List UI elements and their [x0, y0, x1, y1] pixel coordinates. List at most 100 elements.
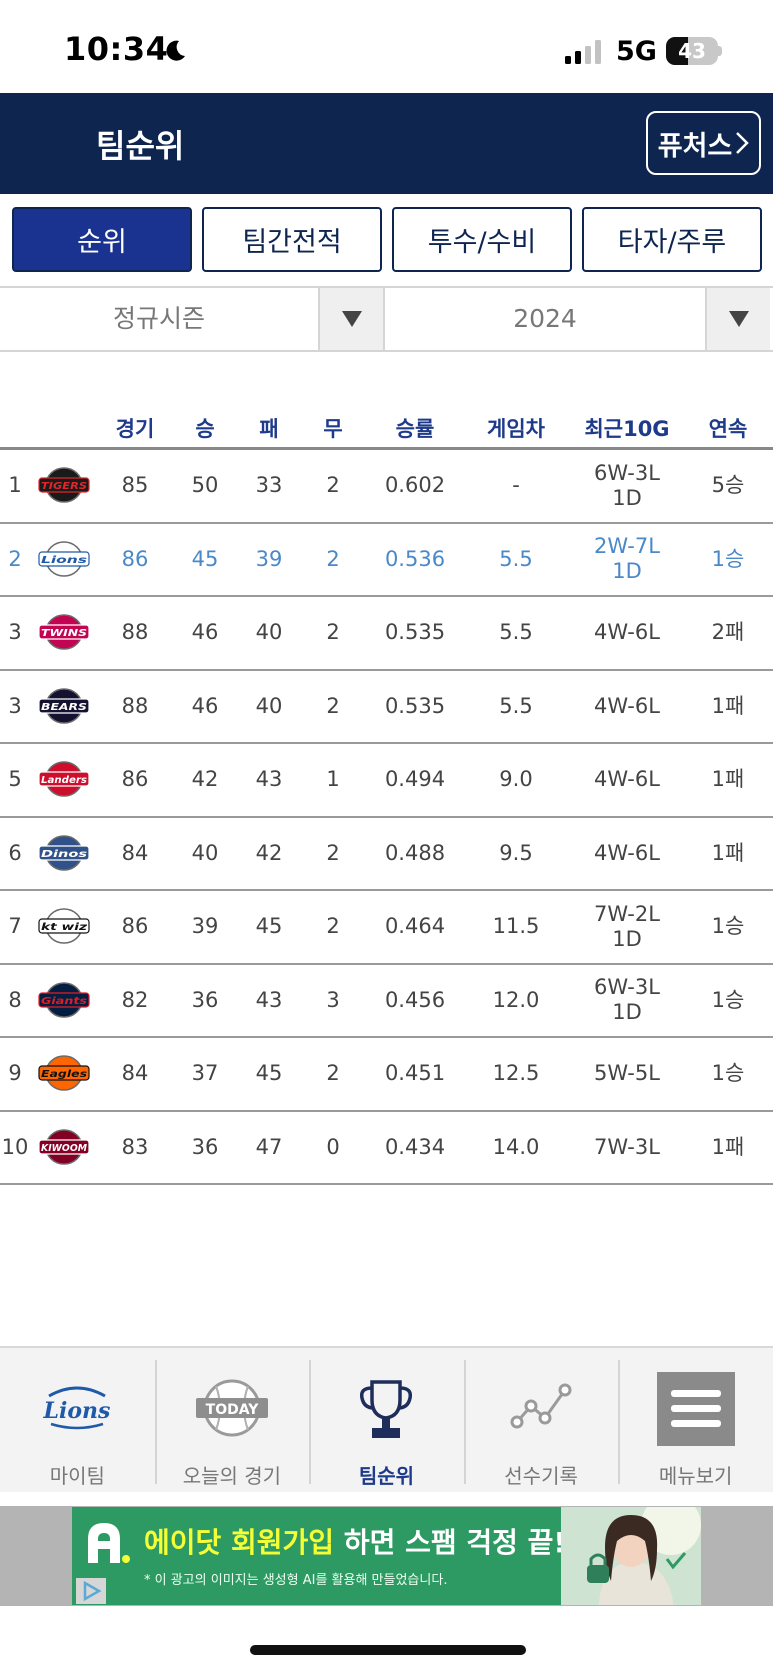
ad-headline: 에이닷 회원가입 하면 스팸 걱정 끝!: [144, 1521, 566, 1561]
win-pct-cell: 0.494: [384, 767, 446, 791]
col-last10[interactable]: 최근10G: [584, 417, 670, 441]
games-cell: 86: [121, 546, 149, 571]
tab-batting-running[interactable]: 타자/주루: [582, 207, 762, 272]
nav-label: 선수기록: [504, 1464, 578, 1488]
rank-cell: 2: [8, 546, 22, 571]
table-row[interactable]: 10 83 36 47 0 0.434 14.0 7W-3L 1패 KIWOOM: [0, 1112, 773, 1185]
table-row[interactable]: 2 86 45 39 2 0.536 5.5 2W-7L 1D 1승 Lions: [0, 524, 773, 597]
games-behind-cell: 5.5: [499, 693, 533, 718]
bottom-nav: Lions 마이팀 TODAY 오늘의 경기 팀순위: [0, 1346, 773, 1492]
losses-cell: 43: [255, 767, 283, 791]
nav-team-standings[interactable]: 팀순위: [309, 1348, 464, 1492]
moon-icon: [166, 40, 185, 61]
col-wins[interactable]: 승: [195, 417, 215, 441]
col-games[interactable]: 경기: [115, 417, 155, 441]
eagles-logo-icon: Eagles: [38, 1055, 90, 1091]
adot-logo-icon: [88, 1523, 130, 1563]
streak-cell: 1승: [711, 546, 745, 571]
draws-cell: 2: [326, 840, 340, 865]
tab-label: 투수/수비: [427, 227, 537, 258]
win-pct-cell: 0.535: [384, 620, 446, 644]
draws-cell: 2: [326, 1061, 340, 1085]
draws-cell: 2: [326, 473, 340, 497]
draws-cell: 3: [326, 987, 340, 1012]
twins-logo-icon: TWINS: [38, 614, 90, 650]
kiwoom-logo-icon: KIWOOM: [38, 1128, 90, 1165]
last10-cell: 7W-2L 1D: [594, 901, 660, 951]
nav-menu[interactable]: 메뉴보기: [618, 1348, 773, 1492]
team-logo-text: Landers: [41, 775, 87, 786]
futures-label: 퓨처스: [657, 130, 733, 161]
col-losses[interactable]: 패: [259, 417, 279, 441]
rank-cell: 7: [8, 914, 22, 938]
team-logo-text: TWINS: [41, 628, 87, 639]
wins-cell: 37: [191, 1061, 219, 1085]
table-row[interactable]: 3 88 46 40 2 0.535 5.5 4W-6L 1패 BEARS: [0, 671, 773, 744]
tigers-logo-icon: TIGERS: [38, 467, 90, 503]
ad-disclaimer: * 이 광고의 이미지는 생성형 AI를 활용해 만들었습니다.: [144, 1573, 448, 1588]
signal-icon: [565, 40, 601, 64]
draws-cell: 1: [326, 767, 340, 791]
nav-today-games[interactable]: TODAY 오늘의 경기: [154, 1348, 310, 1492]
dropdown-arrow-icon[interactable]: [318, 288, 383, 350]
last10-cell: 5W-5L: [594, 1061, 660, 1085]
rank-cell: 6: [8, 840, 22, 865]
ad-banner[interactable]: 에이닷 회원가입 하면 스팸 걱정 끝! * 이 광고의 이미지는 생성형 AI…: [72, 1507, 701, 1605]
futures-button[interactable]: 퓨처스: [646, 111, 761, 175]
tab-bar: 순위 팀간전적 투수/수비 타자/주루: [12, 207, 762, 272]
ad-area: 에이닷 회원가입 하면 스팸 걱정 끝! * 이 광고의 이미지는 생성형 AI…: [0, 1506, 773, 1606]
col-win-pct[interactable]: 승률: [395, 417, 435, 441]
games-behind-cell: 5.5: [499, 620, 533, 644]
col-games-behind[interactable]: 게임차: [487, 417, 545, 441]
nav-player-stats[interactable]: 선수기록: [463, 1348, 619, 1492]
home-indicator[interactable]: [250, 1645, 526, 1655]
col-streak[interactable]: 연속: [708, 417, 748, 441]
tab-standings[interactable]: 순위: [12, 207, 192, 272]
losses-cell: 33: [255, 473, 283, 497]
battery-icon: 43: [666, 37, 722, 65]
season-select[interactable]: 정규시즌: [0, 288, 383, 350]
table-row[interactable]: 6 84 40 42 2 0.488 9.5 4W-6L 1패 Dinos: [0, 818, 773, 891]
tab-pitching-fielding[interactable]: 투수/수비: [392, 207, 572, 272]
table-row[interactable]: 8 82 36 43 3 0.456 12.0 6W-3L 1D 1승 Giants: [0, 965, 773, 1038]
last10-cell: 6W-3L 1D: [594, 975, 660, 1024]
today-logo-text: TODAY: [206, 1402, 260, 1418]
wins-cell: 50: [191, 473, 219, 497]
nav-label: 메뉴보기: [658, 1464, 733, 1488]
col-draws[interactable]: 무: [323, 417, 343, 441]
streak-cell: 1승: [711, 914, 745, 938]
status-time: 10:34: [64, 30, 169, 68]
win-pct-cell: 0.536: [384, 546, 446, 571]
table-row[interactable]: 1 85 50 33 2 0.602 - 6W-3L 1D 5승 TIGERS: [0, 450, 773, 524]
tab-head-to-head[interactable]: 팀간전적: [202, 207, 382, 272]
losses-cell: 45: [255, 914, 283, 938]
team-logo-text: BEARS: [41, 702, 87, 713]
ad-person-image: [561, 1507, 701, 1605]
table-row[interactable]: 9 84 37 45 2 0.451 12.5 5W-5L 1승 Eagles: [0, 1038, 773, 1112]
dropdown-arrow-icon[interactable]: [705, 288, 770, 350]
games-behind-cell: 9.5: [499, 840, 533, 865]
nav-label: 오늘의 경기: [182, 1464, 282, 1488]
table-row[interactable]: 7 86 39 45 2 0.464 11.5 7W-2L 1D 1승 kt wiz: [0, 891, 773, 965]
games-behind-cell: 12.0: [492, 987, 540, 1012]
streak-cell: 1승: [711, 987, 745, 1012]
streak-cell: 5승: [711, 473, 745, 497]
team-logo-text: Lions: [41, 555, 87, 566]
table-row[interactable]: 5 86 42 43 1 0.494 9.0 4W-6L 1패 Landers: [0, 744, 773, 818]
win-pct-cell: 0.602: [384, 473, 446, 497]
games-cell: 83: [121, 1134, 149, 1159]
trophy-icon: [360, 1380, 413, 1438]
last10-cell: 7W-3L: [594, 1134, 660, 1159]
table-row[interactable]: 3 88 46 40 2 0.535 5.5 4W-6L 2패 TWINS: [0, 597, 773, 671]
status-bar: 10:34 5G 43: [0, 0, 773, 93]
ad-choices-icon[interactable]: [76, 1578, 106, 1604]
team-logo-text: Eagles: [41, 1069, 87, 1080]
year-select[interactable]: 2024: [383, 288, 773, 350]
lions-logo-text: Lions: [43, 1398, 111, 1424]
nav-label: 팀순위: [358, 1464, 415, 1488]
draws-cell: 2: [326, 914, 340, 938]
rank-cell: 9: [8, 1061, 22, 1085]
page-title: 팀순위: [96, 127, 185, 165]
nav-my-team[interactable]: Lions 마이팀: [0, 1348, 155, 1492]
rank-cell: 8: [8, 987, 22, 1012]
